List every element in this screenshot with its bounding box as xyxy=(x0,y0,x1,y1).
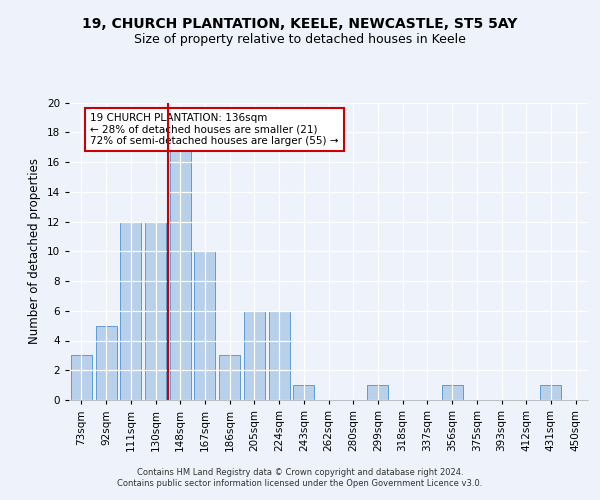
Bar xyxy=(170,147,191,400)
Bar xyxy=(269,310,290,400)
Text: Contains HM Land Registry data © Crown copyright and database right 2024.
Contai: Contains HM Land Registry data © Crown c… xyxy=(118,468,482,487)
Bar xyxy=(145,222,166,400)
Text: 19, CHURCH PLANTATION, KEELE, NEWCASTLE, ST5 5AY: 19, CHURCH PLANTATION, KEELE, NEWCASTLE,… xyxy=(82,18,518,32)
Bar xyxy=(120,222,141,400)
Bar xyxy=(367,385,388,400)
Text: Size of property relative to detached houses in Keele: Size of property relative to detached ho… xyxy=(134,32,466,46)
Bar xyxy=(194,252,215,400)
Bar xyxy=(541,385,562,400)
Y-axis label: Number of detached properties: Number of detached properties xyxy=(28,158,41,344)
Bar xyxy=(219,356,240,400)
Bar xyxy=(95,326,116,400)
Bar xyxy=(293,385,314,400)
Bar xyxy=(442,385,463,400)
Text: 19 CHURCH PLANTATION: 136sqm
← 28% of detached houses are smaller (21)
72% of se: 19 CHURCH PLANTATION: 136sqm ← 28% of de… xyxy=(90,113,338,146)
Bar xyxy=(244,310,265,400)
Bar xyxy=(71,356,92,400)
